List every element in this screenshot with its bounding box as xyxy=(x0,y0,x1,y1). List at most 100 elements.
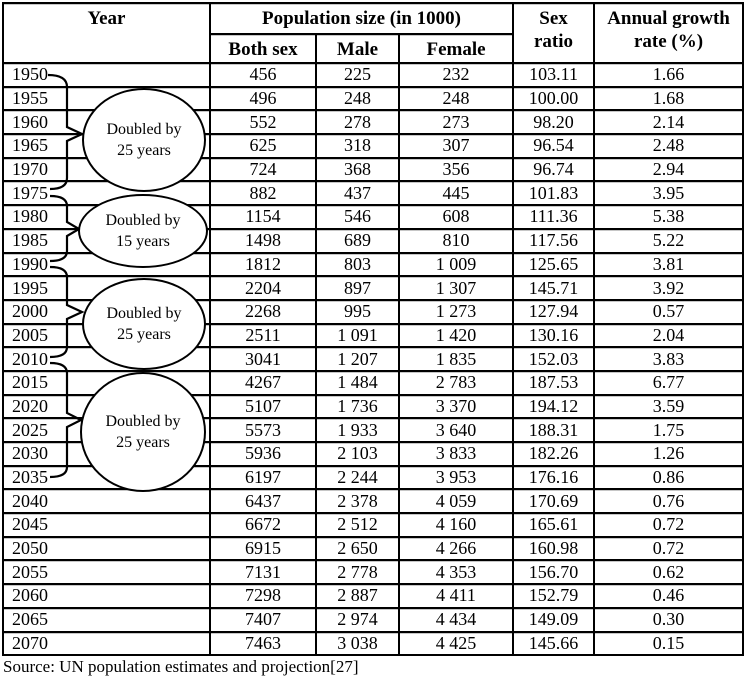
sex-ratio-cell: 96.74 xyxy=(512,156,596,183)
table-row: 1995 2204 897 1 307 145.71 3.92 xyxy=(2,275,744,301)
growth-rate-cell: 2.48 xyxy=(593,133,744,159)
table-row: 2045 6672 2 512 4 160 165.61 0.72 xyxy=(2,512,744,538)
population-table: Year Population size (in 1000) Sex ratio… xyxy=(2,2,744,657)
sex-ratio-cell: 103.11 xyxy=(512,62,596,88)
year-column-header: Year xyxy=(2,2,211,64)
both-sex-cell: 5936 xyxy=(209,441,317,467)
both-sex-cell: 4267 xyxy=(209,369,317,396)
male-cell: 2 103 xyxy=(315,441,400,467)
growth-rate-cell: 0.86 xyxy=(593,464,744,491)
sex-ratio-cell: 111.36 xyxy=(512,204,596,230)
header-row-2: Both sex Male Female xyxy=(3,33,743,64)
growth-rate-cell: 0.57 xyxy=(593,298,744,325)
female-cell: 1 307 xyxy=(397,275,515,301)
sex-ratio-cell: 127.94 xyxy=(512,298,596,325)
table-row: 2060 7298 2 887 4 411 152.79 0.46 xyxy=(2,583,744,609)
year-cell: 2045 xyxy=(2,512,211,538)
female-cell: 307 xyxy=(397,133,515,159)
female-cell: 3 953 xyxy=(397,464,515,491)
callout-text-line: 25 years xyxy=(117,326,171,343)
female-cell: 273 xyxy=(397,109,515,136)
growth-rate-cell: 2.94 xyxy=(593,156,744,183)
callout-text-line: 25 years xyxy=(116,434,170,451)
female-cell: 4 425 xyxy=(397,630,515,657)
growth-rate-cell: 0.46 xyxy=(593,583,744,609)
callout-text-line: Doubled by xyxy=(106,121,182,138)
table-row: 2055 7131 2 778 4 353 156.70 0.62 xyxy=(2,559,744,586)
female-cell: 1 009 xyxy=(397,251,515,278)
female-cell: 1 273 xyxy=(397,298,515,325)
male-cell: 368 xyxy=(315,156,400,183)
female-cell: 356 xyxy=(397,156,515,183)
male-cell: 1 484 xyxy=(315,369,400,396)
female-cell: 4 353 xyxy=(397,559,515,586)
female-cell: 4 059 xyxy=(397,488,515,515)
male-cell: 3 038 xyxy=(315,630,400,657)
growth-rate-cell: 3.59 xyxy=(593,393,744,420)
sex-ratio-cell: 182.26 xyxy=(512,441,596,467)
both-sex-cell: 6672 xyxy=(209,512,317,538)
male-cell: 2 650 xyxy=(315,535,400,562)
female-cell: 1 420 xyxy=(397,322,515,349)
female-cell: 3 833 xyxy=(397,441,515,467)
female-cell: 608 xyxy=(397,204,515,230)
both-sex-cell: 5107 xyxy=(209,393,317,420)
table-row: 1990 1812 803 1 009 125.65 3.81 xyxy=(2,251,744,278)
both-sex-cell: 882 xyxy=(209,180,317,207)
sex-ratio-cell: 194.12 xyxy=(512,393,596,420)
table-row: 2020 5107 1 736 3 370 194.12 3.59 xyxy=(2,393,744,420)
both-sex-cell: 552 xyxy=(209,109,317,136)
both-sex-cell: 7298 xyxy=(209,583,317,609)
both-sex-cell: 2204 xyxy=(209,275,317,301)
both-sex-cell: 5573 xyxy=(209,417,317,443)
sex-ratio-column-header: Sex ratio xyxy=(512,2,596,64)
year-cell: 2070 xyxy=(2,630,211,657)
table-row: 2065 7407 2 974 4 434 149.09 0.30 xyxy=(2,606,744,633)
growth-rate-cell: 0.76 xyxy=(593,488,744,515)
sex-ratio-cell: 145.66 xyxy=(512,630,596,657)
male-cell: 546 xyxy=(315,204,400,230)
header-row-1: Year Population size (in 1000) Sex ratio… xyxy=(2,2,744,64)
both-sex-cell: 7131 xyxy=(209,559,317,586)
sex-ratio-cell: 187.53 xyxy=(512,369,596,396)
growth-rate-cell: 5.38 xyxy=(593,204,744,230)
growth-rate-cell: 3.92 xyxy=(593,275,744,301)
male-cell: 318 xyxy=(315,133,400,159)
sex-ratio-cell: 96.54 xyxy=(512,133,596,159)
year-cell: 1950 xyxy=(2,62,211,88)
growth-rate-cell: 1.26 xyxy=(593,441,744,467)
male-cell: 2 778 xyxy=(315,559,400,586)
growth-rate-cell: 0.72 xyxy=(593,512,744,538)
sex-ratio-cell: 188.31 xyxy=(512,417,596,443)
growth-rate-cell: 1.68 xyxy=(593,85,744,112)
both-sex-cell: 2268 xyxy=(209,298,317,325)
both-sex-cell: 7463 xyxy=(209,630,317,657)
growth-rate-cell: 0.72 xyxy=(593,535,744,562)
male-cell: 803 xyxy=(315,251,400,278)
both-sex-cell: 3041 xyxy=(209,346,317,372)
male-cell: 995 xyxy=(315,298,400,325)
sex-ratio-cell: 117.56 xyxy=(512,227,596,254)
table-row: 2040 6437 2 378 4 059 170.69 0.76 xyxy=(2,488,744,515)
male-cell: 437 xyxy=(315,180,400,207)
female-cell: 2 783 xyxy=(397,369,515,396)
sex-ratio-cell: 101.83 xyxy=(512,180,596,207)
sex-ratio-cell: 170.69 xyxy=(512,488,596,515)
male-cell: 1 736 xyxy=(315,393,400,420)
both-sex-cell: 1498 xyxy=(209,227,317,254)
sex-ratio-cell: 145.71 xyxy=(512,275,596,301)
growth-rate-cell: 3.95 xyxy=(593,180,744,207)
both-sex-cell: 625 xyxy=(209,133,317,159)
table-row: 2005 2511 1 091 1 420 130.16 2.04 xyxy=(2,322,744,349)
sex-ratio-cell: 165.61 xyxy=(512,512,596,538)
growth-rate-cell: 0.62 xyxy=(593,559,744,586)
female-cell: 4 434 xyxy=(397,606,515,633)
male-cell: 2 378 xyxy=(315,488,400,515)
growth-rate-cell: 2.14 xyxy=(593,109,744,136)
growth-rate-cell: 5.22 xyxy=(593,227,744,254)
year-cell: 2050 xyxy=(2,535,211,562)
table-row: 2050 6915 2 650 4 266 160.98 0.72 xyxy=(2,535,744,562)
population-size-group-header: Population size (in 1000) xyxy=(208,2,515,35)
both-sex-cell: 2511 xyxy=(209,322,317,349)
